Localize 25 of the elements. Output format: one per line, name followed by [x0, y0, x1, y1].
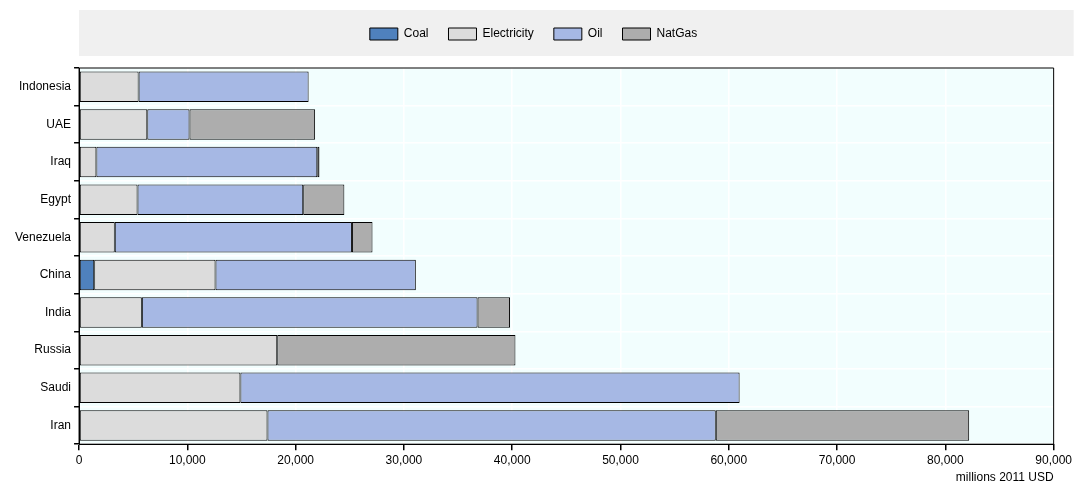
- x-tick-label: 30,000: [385, 452, 423, 467]
- x-tick-label: 80,000: [927, 452, 965, 467]
- y-tick-label: Indonesia: [19, 79, 72, 94]
- y-tick-label: UAE: [46, 116, 72, 131]
- y-tick-label: China: [39, 267, 72, 282]
- y-tick-label: Egypt: [40, 191, 72, 206]
- y-tick-label: India: [45, 304, 72, 319]
- x-tick-label: 20,000: [277, 452, 315, 467]
- y-tick-label: Iran: [50, 417, 72, 432]
- x-tick-label: 70,000: [818, 452, 856, 467]
- x-axis-title: millions 2011 USD: [955, 470, 1054, 485]
- legend-label: NatGas: [656, 26, 698, 41]
- y-tick-label: Saudi: [40, 380, 72, 395]
- legend-label: Oil: [587, 26, 603, 41]
- y-tick-label: Iraq: [50, 154, 72, 169]
- legend-label: Electricity: [482, 26, 534, 41]
- x-tick-label: 0: [75, 452, 83, 467]
- y-tick-label: Russia: [34, 342, 72, 357]
- x-tick-label: 50,000: [602, 452, 640, 467]
- x-tick-label: 60,000: [710, 452, 748, 467]
- x-tick-label: 90,000: [1035, 452, 1073, 467]
- x-tick-label: 10,000: [168, 452, 207, 467]
- y-tick-label: Venezuela: [14, 229, 72, 244]
- x-tick-label: 40,000: [493, 452, 531, 467]
- legend-label: Coal: [403, 26, 429, 41]
